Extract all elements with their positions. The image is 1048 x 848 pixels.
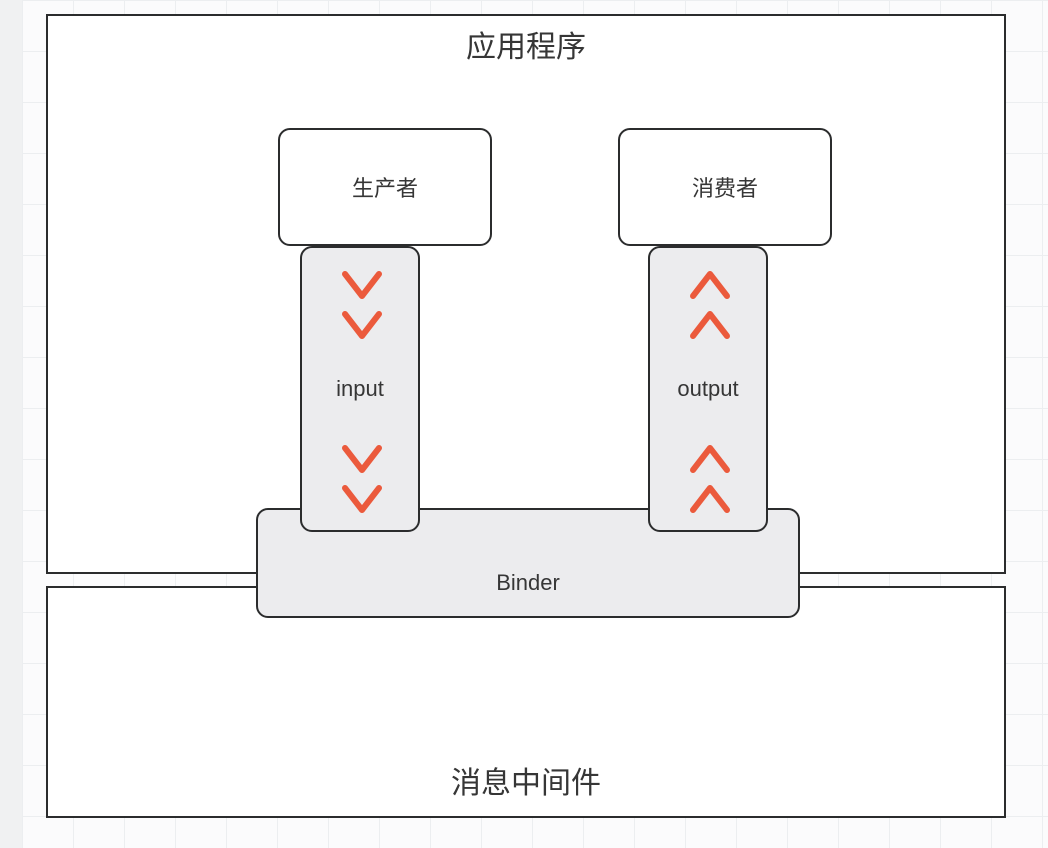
middleware-container-title: 消息中间件 <box>48 758 1004 802</box>
producer-box: 生产者 <box>278 128 492 246</box>
middleware-container-box: 消息中间件 <box>46 586 1006 818</box>
app-container-title: 应用程序 <box>48 22 1004 66</box>
ruler-strip <box>0 0 23 848</box>
input-channel-box: input <box>300 246 420 532</box>
input-channel-label: input <box>302 376 418 402</box>
producer-label: 生产者 <box>352 171 418 203</box>
app-container-box: 应用程序 <box>46 14 1006 574</box>
consumer-box: 消费者 <box>618 128 832 246</box>
output-channel-box: output <box>648 246 768 532</box>
consumer-label: 消费者 <box>692 171 758 203</box>
binder-label: Binder <box>496 570 560 596</box>
output-channel-label: output <box>650 376 766 402</box>
diagram-canvas: 应用程序 消息中间件 Binder 生产者 消费者 input output <box>0 0 1048 848</box>
